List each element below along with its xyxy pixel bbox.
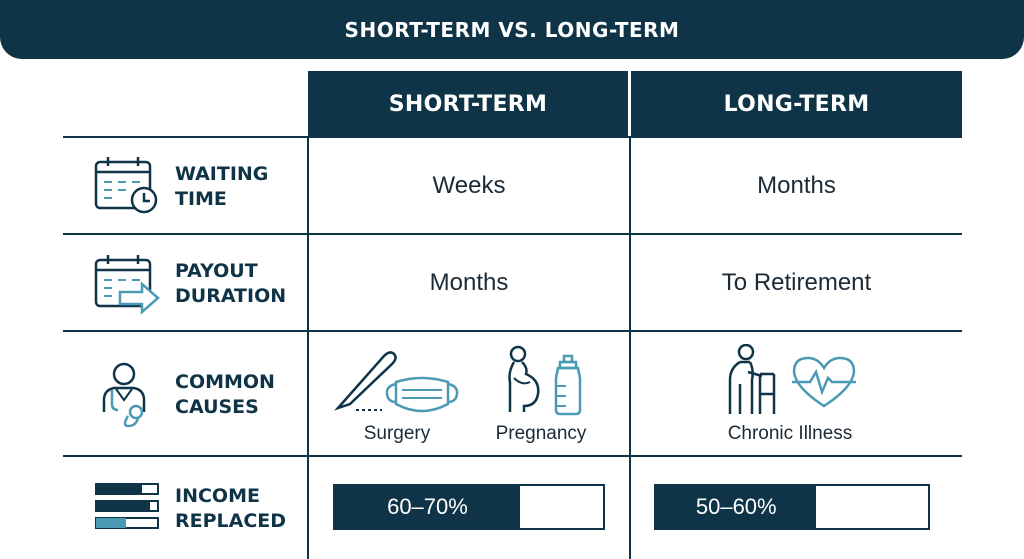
- title-banner: SHORT-TERM VS. LONG-TERM: [0, 0, 1024, 59]
- row-label-payout-duration: PAYOUT DURATION: [175, 260, 287, 307]
- row-label-waiting-time: WAITING TIME: [175, 163, 269, 210]
- page-title: SHORT-TERM VS. LONG-TERM: [344, 17, 680, 42]
- cause-label-surgery: Surgery: [363, 423, 431, 444]
- column-header-long-term: LONG-TERM: [631, 71, 962, 137]
- elderly-walker-icon: [728, 344, 776, 414]
- cause-label-pregnancy: Pregnancy: [495, 423, 587, 444]
- column-divider: [307, 136, 309, 559]
- income-bar-label: 60–70%: [387, 494, 468, 519]
- cause-label-chronic-illness: Chronic Illness: [727, 423, 853, 444]
- heartbeat-icon: [792, 356, 856, 408]
- calendar-clock-icon: [94, 157, 158, 214]
- column-divider: [629, 136, 631, 559]
- column-header-short-term-label: SHORT-TERM: [388, 91, 548, 117]
- row-divider: [63, 136, 962, 138]
- row-divider: [63, 455, 962, 457]
- waiting-time-short-term: Weeks: [432, 172, 506, 199]
- row-label-income-replaced: INCOME REPLACED: [175, 485, 287, 532]
- payout-duration-long-term: To Retirement: [721, 269, 872, 296]
- column-header-long-term-label: LONG-TERM: [723, 91, 870, 117]
- row-divider: [63, 233, 962, 235]
- bar-levels-icon: [95, 483, 159, 529]
- scalpel-icon: [334, 351, 397, 411]
- row-label-common-causes: COMMON CAUSES: [175, 371, 275, 418]
- baby-bottle-icon: [554, 354, 582, 416]
- calendar-arrow-icon: [94, 255, 160, 315]
- income-bar-label: 50–60%: [695, 494, 777, 519]
- income-bar-fill: [335, 486, 520, 528]
- payout-duration-short-term: Months: [429, 269, 509, 296]
- income-bar-short-term: 60–70%: [333, 484, 605, 530]
- waiting-time-long-term: Months: [757, 172, 836, 199]
- doctor-icon: [102, 362, 146, 428]
- row-divider: [63, 330, 962, 332]
- face-mask-icon: [385, 376, 459, 413]
- income-bar-long-term: 50–60%: [654, 484, 930, 530]
- income-bar-fill: [656, 486, 817, 528]
- column-header-short-term: SHORT-TERM: [308, 71, 628, 137]
- pregnant-woman-icon: [508, 345, 540, 412]
